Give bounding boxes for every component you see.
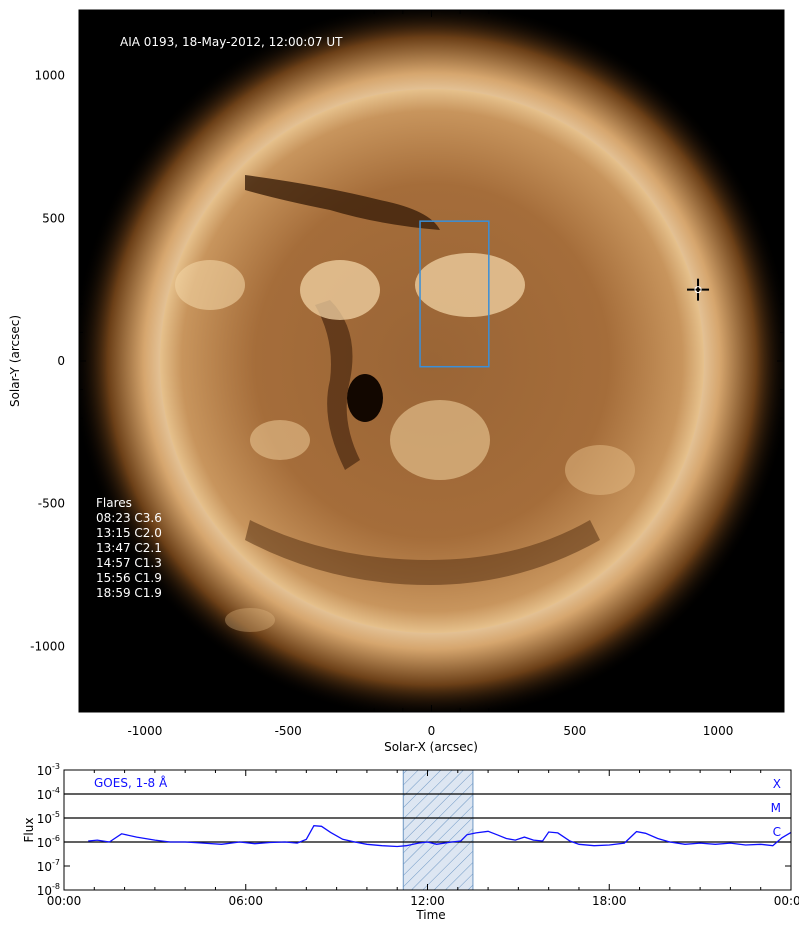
x-tick-label: 500 xyxy=(563,724,586,738)
goes-y-tick-label: 10-7 xyxy=(37,858,60,874)
solar-image-panel: AIA 0193, 18-May-2012, 12:00:07 UT Flare… xyxy=(8,9,785,754)
selection-box xyxy=(419,220,490,368)
class-labels: XMC xyxy=(771,777,781,839)
x-tick-label: -1000 xyxy=(127,724,162,738)
flare-entry: 08:23 C3.6 xyxy=(96,511,162,525)
flare-entry: 13:15 C2.0 xyxy=(96,526,162,540)
x-tick-label: 0 xyxy=(428,724,436,738)
goes-flux-line xyxy=(88,825,792,848)
goes-y-tick-label: 10-6 xyxy=(37,834,60,850)
goes-x-tick-label: 00:00 xyxy=(774,894,799,908)
active-region xyxy=(390,400,490,480)
flare-entry: 15:56 C1.9 xyxy=(96,571,162,585)
active-region xyxy=(250,420,310,460)
goes-title: GOES, 1-8 Å xyxy=(94,775,168,790)
goes-x-tick-label: 06:00 xyxy=(228,894,263,908)
x-tick-label: 1000 xyxy=(703,724,734,738)
active-region xyxy=(565,445,635,495)
active-region xyxy=(415,253,525,317)
goes-x-tick-label: 18:00 xyxy=(592,894,627,908)
y-tick-label: 1000 xyxy=(34,69,65,83)
y-tick-label: -500 xyxy=(38,497,65,511)
goes-x-tick-label: 00:00 xyxy=(47,894,82,908)
dark-lane xyxy=(315,300,360,470)
goes-y-label: Flux xyxy=(22,818,36,843)
goes-y-tick-label: 10-3 xyxy=(37,762,60,778)
flares-heading: Flares xyxy=(96,496,132,510)
flare-entry: 13:47 C2.1 xyxy=(96,541,162,555)
crosshair-marker xyxy=(687,278,710,301)
goes-axes: 00:00 06:00 12:00 18:00 00:00 10-3 10-4 10-5 10-… xyxy=(37,762,799,908)
active-region xyxy=(225,608,275,632)
image-title: AIA 0193, 18-May-2012, 12:00:07 UT xyxy=(120,35,343,49)
y-tick-label: -1000 xyxy=(30,639,65,653)
goes-y-tick-label: 10-5 xyxy=(37,810,60,826)
goes-x-label: Time xyxy=(415,908,445,922)
shaded-interval xyxy=(402,769,474,891)
y-tick-label: 0 xyxy=(57,354,65,368)
class-label: M xyxy=(771,801,781,815)
flares-list: Flares 08:23 C3.6 13:15 C2.0 13:47 C2.1 … xyxy=(96,496,162,600)
coronal-hole xyxy=(347,374,383,422)
goes-y-tick-label: 10-4 xyxy=(37,786,60,802)
flare-entry: 14:57 C1.3 xyxy=(96,556,162,570)
class-label: C xyxy=(773,825,781,839)
goes-y-tick-label: 10-8 xyxy=(37,882,60,898)
y-axis-label: Solar-Y (arcsec) xyxy=(8,315,22,407)
goes-panel: XMC GOES, 1-8 Å 00:00 06:00 12:00 18:00 00:0… xyxy=(22,762,799,922)
solar-disk xyxy=(160,89,704,633)
dark-filament xyxy=(245,175,440,230)
y-tick-label: 500 xyxy=(42,211,65,225)
goes-x-tick-label: 12:00 xyxy=(410,894,445,908)
dark-band-south xyxy=(245,520,600,585)
active-region xyxy=(175,260,245,310)
x-tick-label: -500 xyxy=(275,724,302,738)
image-axes: -1000 -500 0 500 1000 1000 500 0 -500 -1000 xyxy=(30,10,784,738)
class-label: X xyxy=(773,777,781,791)
active-region xyxy=(300,260,380,320)
flare-entry: 18:59 C1.9 xyxy=(96,586,162,600)
x-axis-label: Solar-X (arcsec) xyxy=(384,740,478,754)
